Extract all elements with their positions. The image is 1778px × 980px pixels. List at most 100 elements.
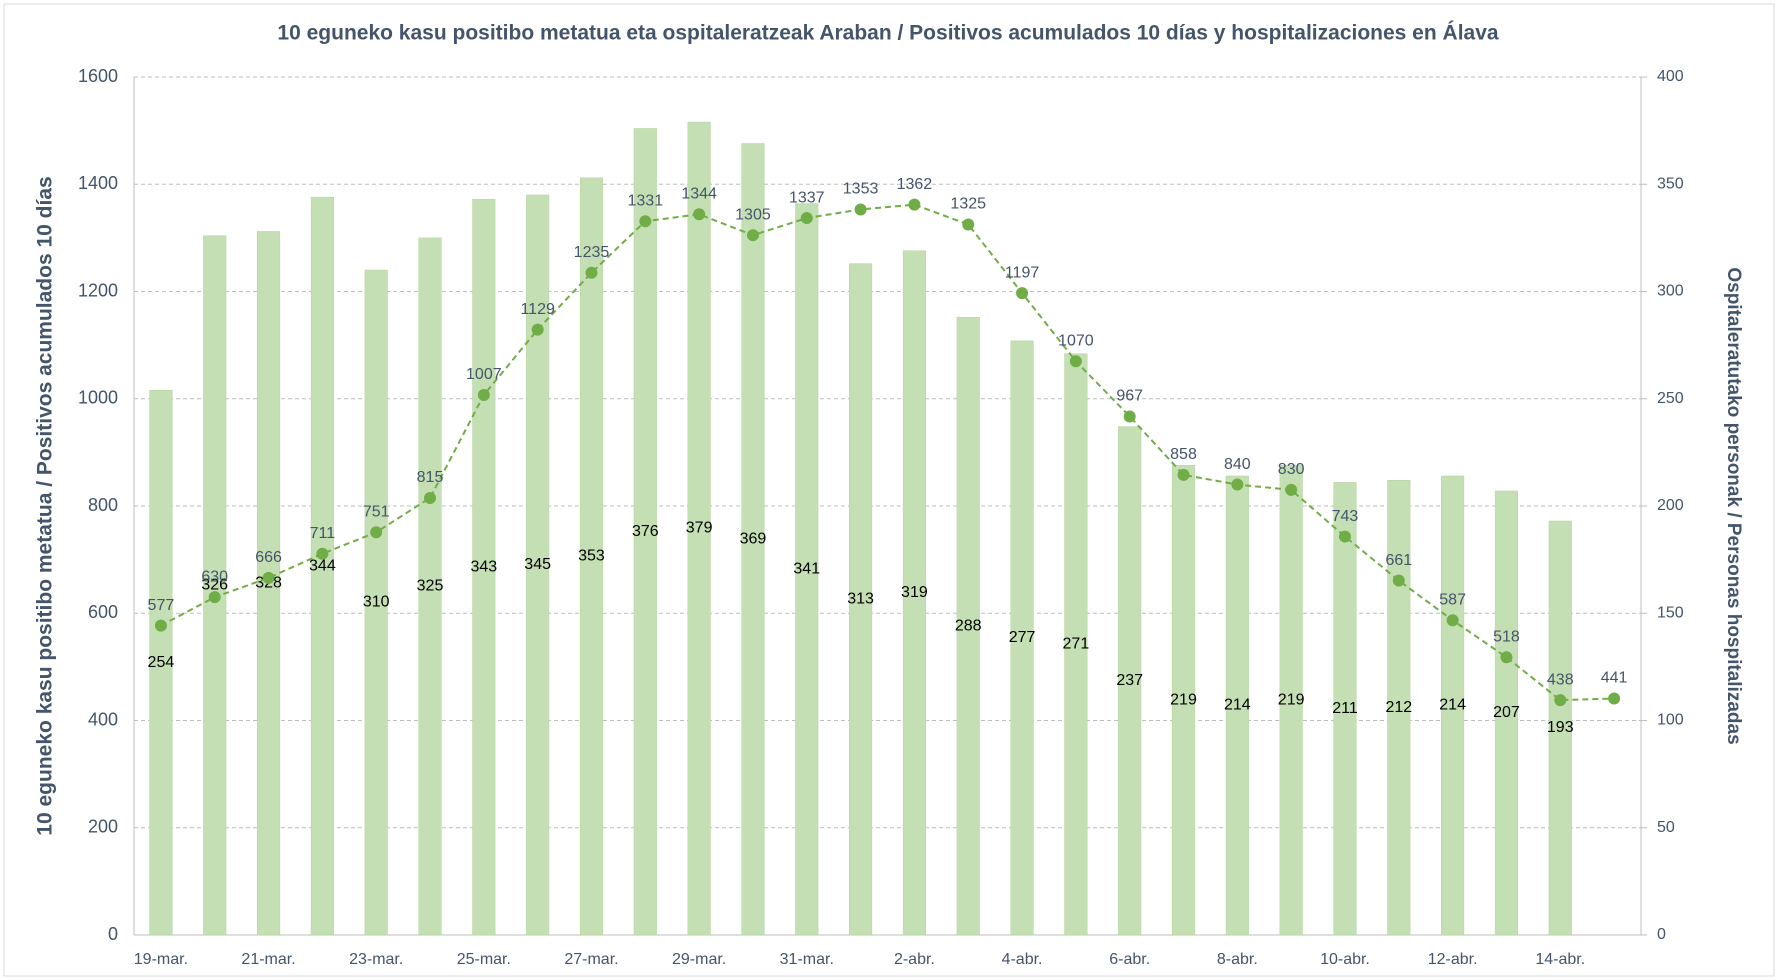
line-value-label: 1070 bbox=[1058, 332, 1094, 349]
y2-tick-label: 50 bbox=[1657, 819, 1675, 836]
line-point bbox=[531, 323, 544, 336]
line-point bbox=[370, 526, 383, 539]
bar bbox=[203, 235, 227, 936]
x-tick-label: 19-mar. bbox=[134, 951, 188, 968]
bar bbox=[1441, 475, 1465, 936]
line-point bbox=[1016, 287, 1029, 300]
line-value-label: 1337 bbox=[789, 189, 825, 206]
bar bbox=[418, 237, 442, 936]
chart-border bbox=[3, 3, 1775, 977]
y-tick-label: 1200 bbox=[78, 280, 118, 300]
line-point bbox=[639, 215, 652, 228]
line-value-label: 1235 bbox=[574, 244, 610, 261]
line-point bbox=[800, 212, 813, 225]
bar-value-label: 237 bbox=[1116, 672, 1143, 689]
bar bbox=[956, 316, 980, 936]
bar bbox=[472, 199, 496, 936]
y2-axis-label: Ospitaleratutako personak / Personas hos… bbox=[1723, 267, 1744, 744]
x-tick-label: 31-mar. bbox=[780, 951, 834, 968]
x-tick-label: 21-mar. bbox=[241, 951, 295, 968]
bar-value-label: 343 bbox=[470, 558, 497, 575]
y2-tick-label: 300 bbox=[1657, 283, 1684, 300]
line-value-label: 1344 bbox=[681, 185, 717, 202]
line-point bbox=[854, 203, 867, 216]
bar bbox=[1333, 482, 1357, 936]
line-value-label: 967 bbox=[1116, 388, 1143, 405]
bar-value-label: 277 bbox=[1009, 629, 1036, 646]
line-value-label: 1305 bbox=[735, 206, 771, 223]
x-tick-label: 14-abr. bbox=[1535, 951, 1585, 968]
line-value-label: 743 bbox=[1332, 508, 1359, 525]
line-value-label: 441 bbox=[1601, 670, 1628, 687]
line-value-label: 1197 bbox=[1005, 264, 1040, 281]
bar-value-label: 310 bbox=[363, 594, 390, 611]
line-point bbox=[1069, 355, 1082, 368]
bar bbox=[310, 196, 334, 936]
bar bbox=[1548, 520, 1572, 936]
line-point bbox=[908, 198, 921, 211]
line-point bbox=[262, 571, 275, 584]
y-tick-label: 1400 bbox=[78, 173, 118, 193]
line bbox=[160, 203, 1615, 702]
line-point bbox=[208, 591, 221, 604]
y2-tick-label: 250 bbox=[1657, 390, 1684, 407]
line-value-label: 577 bbox=[148, 597, 175, 614]
line-value-label: 1331 bbox=[628, 192, 664, 209]
x-tick-label: 10-abr. bbox=[1320, 951, 1370, 968]
x-tick-label: 23-mar. bbox=[349, 951, 403, 968]
bar-value-label: 214 bbox=[1439, 697, 1466, 714]
y-tick-label: 1000 bbox=[78, 388, 118, 408]
y-tick-label: 200 bbox=[88, 817, 118, 837]
line-point bbox=[585, 266, 598, 279]
bar bbox=[149, 389, 173, 936]
bar bbox=[1494, 490, 1518, 936]
bar bbox=[902, 250, 926, 936]
line-point bbox=[1285, 483, 1298, 496]
bar bbox=[1064, 353, 1088, 936]
y-tick-label: 1600 bbox=[78, 66, 118, 86]
line-point bbox=[1608, 692, 1621, 705]
line-point bbox=[477, 388, 490, 401]
line-value-label: 1129 bbox=[520, 301, 555, 318]
x-tick-label: 2-abr. bbox=[894, 951, 935, 968]
y2-tick-label: 350 bbox=[1657, 175, 1684, 192]
line-value-label: 1325 bbox=[950, 196, 986, 213]
line-value-label: 438 bbox=[1547, 671, 1574, 688]
line-point bbox=[1392, 574, 1405, 587]
bar bbox=[1225, 475, 1249, 936]
bar bbox=[1387, 480, 1411, 936]
bar-value-label: 353 bbox=[578, 548, 605, 565]
y2-tick-label: 400 bbox=[1657, 68, 1684, 85]
bar bbox=[1171, 464, 1196, 936]
line-point bbox=[1554, 694, 1567, 707]
bar bbox=[1118, 426, 1142, 936]
line-point bbox=[693, 208, 706, 221]
x-tick-label: 27-mar. bbox=[564, 951, 618, 968]
line-value-label: 751 bbox=[363, 503, 390, 520]
x-tick-label: 12-abr. bbox=[1428, 951, 1478, 968]
x-tick-label: 25-mar. bbox=[457, 951, 511, 968]
bar-value-label: 313 bbox=[847, 591, 874, 608]
bar bbox=[741, 143, 765, 936]
chart-title: 10 eguneko kasu positibo metatua eta osp… bbox=[277, 22, 1498, 45]
bar-value-label: 319 bbox=[901, 584, 928, 601]
bar-value-label: 344 bbox=[309, 557, 336, 574]
y2-tick-label: 200 bbox=[1657, 497, 1684, 514]
line-value-label: 1007 bbox=[466, 366, 502, 383]
y2-tick-label: 150 bbox=[1657, 604, 1684, 621]
bar-value-label: 193 bbox=[1547, 719, 1574, 736]
line-point bbox=[424, 491, 437, 504]
line-value-label: 1362 bbox=[897, 176, 933, 193]
bar-value-label: 219 bbox=[1278, 691, 1305, 708]
bar-value-label: 341 bbox=[793, 560, 820, 577]
x-tick-label: 29-mar. bbox=[672, 951, 726, 968]
line-point bbox=[1446, 614, 1459, 627]
bar bbox=[1279, 464, 1303, 936]
x-tick-label: 8-abr. bbox=[1217, 951, 1258, 968]
bar-value-label: 326 bbox=[201, 577, 228, 594]
line-point bbox=[1123, 410, 1136, 423]
line-value-label: 518 bbox=[1493, 628, 1520, 645]
line-value-label: 815 bbox=[417, 469, 444, 486]
bar bbox=[687, 121, 711, 936]
